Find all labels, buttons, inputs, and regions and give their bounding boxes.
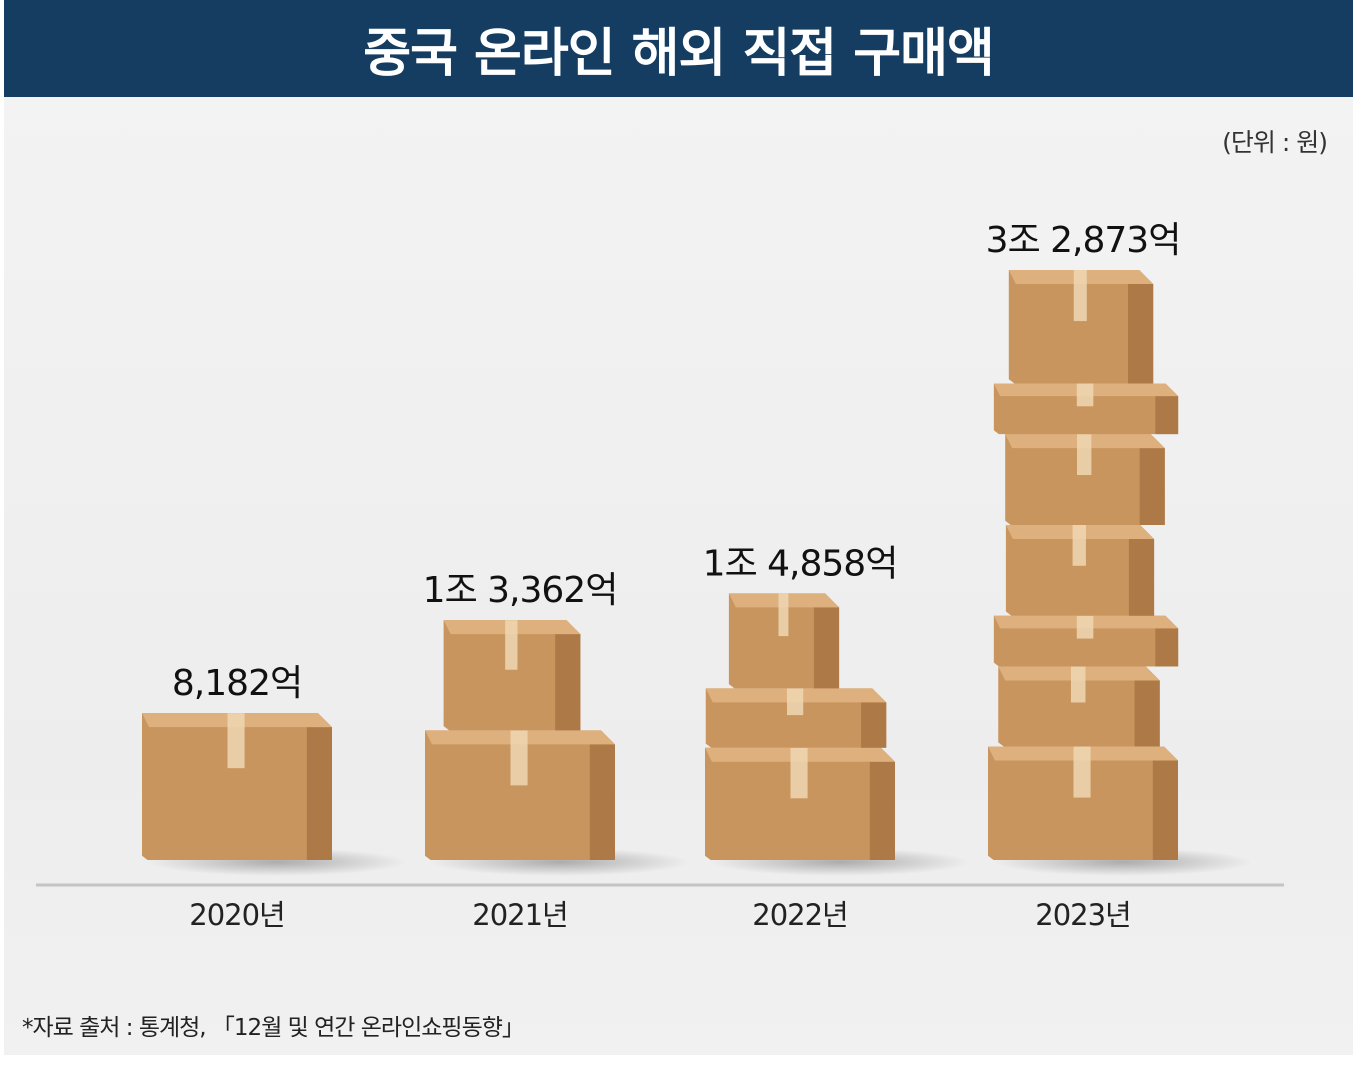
box-body <box>142 713 332 860</box>
box-side <box>1139 448 1165 525</box>
box-tape <box>1076 383 1094 407</box>
box-side <box>1155 628 1179 667</box>
box-body <box>705 747 895 860</box>
box-tape <box>1072 524 1086 566</box>
box-side <box>589 744 615 860</box>
box-body <box>1005 434 1165 525</box>
box-body <box>425 730 615 860</box>
box-side <box>1128 538 1155 616</box>
box-side <box>306 727 332 860</box>
box-body <box>998 666 1160 747</box>
box-tape <box>1077 434 1092 476</box>
box-side <box>1128 284 1154 384</box>
box-tape <box>505 620 518 670</box>
box-body <box>988 746 1178 860</box>
box-side <box>555 634 581 731</box>
box-tape <box>790 747 808 799</box>
box-side <box>869 761 895 860</box>
box-side <box>813 607 840 689</box>
box-body <box>1008 270 1154 384</box>
box-tape <box>1073 746 1091 798</box>
bar-2020년 <box>142 713 407 876</box>
source-note: *자료 출처 : 통계청, 「12월 및 연간 온라인쇼핑동향」 <box>22 1015 525 1041</box>
box-tape <box>1076 615 1094 639</box>
unit-label: (단위 : 원) <box>1222 128 1328 157</box>
bar-2022년 <box>705 593 970 876</box>
data-label: 1조 4,858억 <box>703 543 898 584</box>
box-tape <box>510 730 528 786</box>
category-label: 2022년 <box>752 898 847 932</box>
data-label: 1조 3,362억 <box>423 570 618 611</box>
data-label: 3조 2,873억 <box>986 220 1181 261</box>
category-label: 2021년 <box>472 898 567 932</box>
title-banner: 중국 온라인 해외 직접 구매액 <box>4 0 1353 97</box>
bar-2021년 <box>425 620 690 876</box>
box-tape <box>1073 270 1087 322</box>
bar-2023년 <box>988 270 1253 876</box>
box-body <box>443 620 581 731</box>
box-body <box>705 688 887 748</box>
category-label: 2023년 <box>1035 898 1130 932</box>
box-tape <box>778 593 789 637</box>
box-side <box>1152 760 1178 860</box>
box-side <box>1155 396 1179 435</box>
data-label: 8,182억 <box>172 663 302 704</box>
box-body <box>1005 524 1155 616</box>
box-body <box>728 593 840 689</box>
chart-title: 중국 온라인 해외 직접 구매액 <box>363 24 994 84</box>
box-tape <box>1070 666 1086 703</box>
box-side <box>861 702 887 748</box>
box-tape <box>786 688 804 716</box>
box-tape <box>227 713 245 769</box>
category-label: 2020년 <box>189 898 284 932</box>
box-side <box>1134 680 1160 747</box>
